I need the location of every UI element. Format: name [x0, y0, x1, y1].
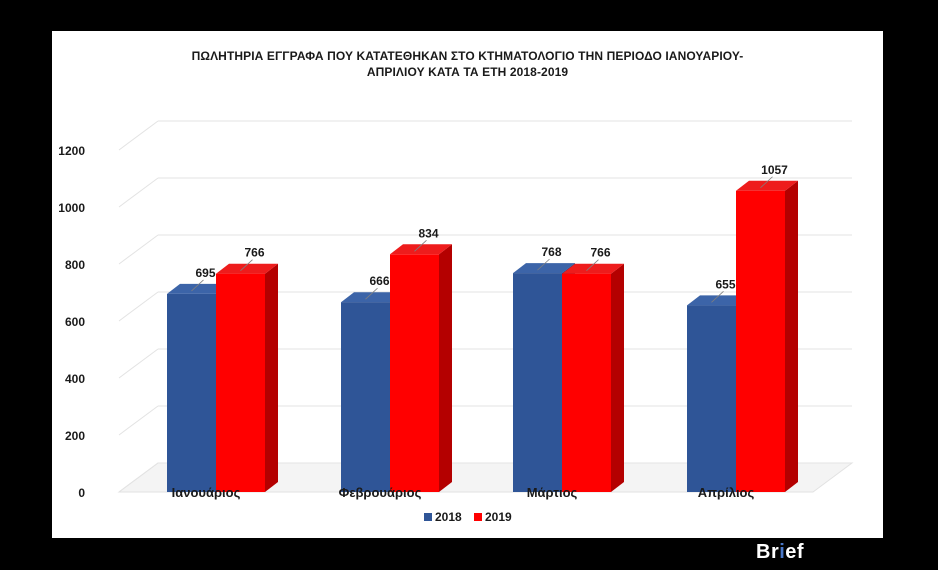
data-label-2018-0: 695 — [195, 266, 215, 280]
gridline-depth — [118, 348, 159, 379]
data-label-2019-0: 766 — [244, 246, 264, 260]
data-label-2019-1: 834 — [418, 226, 438, 240]
legend-label-2019: 2019 — [485, 510, 512, 524]
bar-top-2019-3 — [736, 180, 798, 191]
chart-title-line-2: ΑΠΡΙΛΙΟΥ ΚΑΤΑ ΤΑ ΕΤΗ 2018-2019 — [366, 65, 569, 79]
y-tick-label: 400 — [65, 372, 85, 386]
y-tick-label: 1200 — [58, 144, 85, 158]
x-category-label: Απρίλιος — [698, 485, 755, 500]
bar-2018-3 — [687, 305, 736, 492]
legend-swatch-2019 — [474, 513, 482, 521]
data-label-2019-2: 766 — [590, 246, 610, 260]
bar-side-2019-0 — [265, 263, 278, 492]
data-label-leader — [711, 291, 724, 303]
data-label-2018-2: 768 — [541, 245, 561, 259]
chart-plot: 0 200 400 600 800 1000 1200 695 766 Ιανουάριος 666… — [58, 120, 854, 524]
chart-title-line-1: ΠΩΛΗΤΗΡΙΑ ΕΓΓΡΑΦΑ ΠΟΥ ΚΑΤΑΤΕΘΗΚΑΝ ΣΤΟ ΚΤ… — [191, 49, 744, 63]
bar-2019-1 — [390, 254, 439, 492]
legend-swatch-2018 — [424, 513, 432, 521]
gridline-depth — [118, 177, 159, 208]
gridline-depth — [118, 291, 159, 322]
bar-2018-0 — [167, 293, 216, 492]
bar-top-2018-1 — [341, 292, 403, 303]
y-tick-label: 0 — [78, 486, 85, 500]
bar-top-2019-0 — [216, 263, 278, 274]
data-label-leader — [586, 259, 599, 271]
legend-label-2018: 2018 — [435, 510, 462, 524]
y-tick-label: 600 — [65, 315, 85, 329]
x-category-label: Μάρτιος — [527, 485, 578, 500]
gridline-depth — [118, 405, 159, 436]
bar-2019-3 — [736, 190, 785, 492]
bar-top-2018-0 — [167, 283, 229, 294]
data-label-leader — [414, 240, 427, 252]
bar-top-2018-2 — [513, 263, 575, 274]
x-category-label: Φεβρουάριος — [339, 485, 422, 500]
data-label-2018-3: 655 — [715, 277, 735, 291]
data-label-2019-3: 1057 — [761, 163, 788, 177]
bar-top-2019-2 — [562, 263, 624, 274]
bar-top-2019-1 — [390, 244, 452, 255]
brand-logo: Brief — [756, 541, 805, 563]
gridline-depth — [118, 462, 159, 493]
bar-2019-2 — [562, 273, 611, 492]
chart-panel: ΠΩΛΗΤΗΡΙΑ ΕΓΓΡΑΦΑ ΠΟΥ ΚΑΤΑΤΕΘΗΚΑΝ ΣΤΟ ΚΤ… — [52, 31, 883, 538]
x-category-label: Ιανουάριος — [172, 485, 241, 500]
bar-2018-1 — [341, 302, 390, 492]
data-label-leader — [760, 176, 773, 189]
y-tick-label: 200 — [65, 429, 85, 443]
data-label-leader — [240, 259, 253, 271]
bar-top-2018-3 — [687, 295, 749, 306]
data-label-leader — [191, 279, 204, 292]
bar-2019-0 — [216, 273, 265, 492]
data-label-2018-1: 666 — [369, 274, 389, 288]
bar-2018-2 — [513, 273, 562, 492]
data-label-leader — [537, 258, 550, 271]
bar-side-2019-1 — [439, 244, 452, 492]
gridline-depth — [118, 234, 159, 265]
y-tick-label: 800 — [65, 258, 85, 272]
bar-side-2019-2 — [611, 263, 624, 492]
data-label-leader — [365, 287, 378, 300]
gridline-depth — [118, 120, 159, 151]
y-tick-label: 1000 — [58, 201, 85, 215]
bar-side-2019-3 — [785, 180, 798, 492]
